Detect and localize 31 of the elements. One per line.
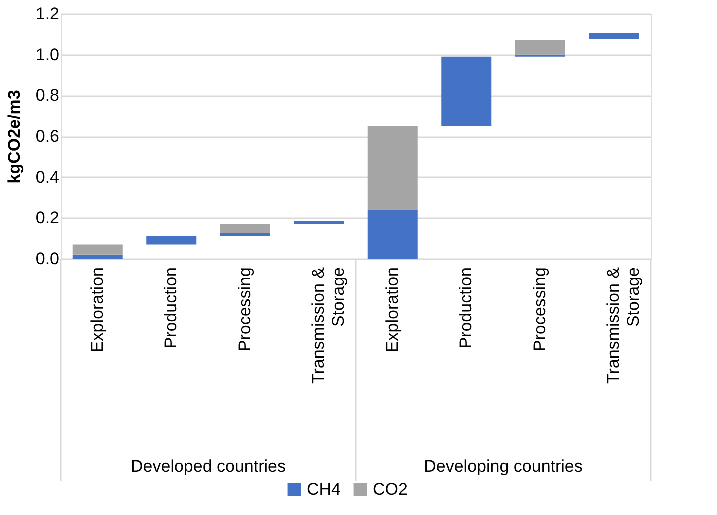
- y-tick-label: 0.0: [36, 250, 60, 268]
- y-tick-label: 1.2: [36, 4, 60, 24]
- bar: [72, 244, 123, 255]
- text: Developing countries: [424, 457, 583, 476]
- x-tick-label: Exploration: [382, 268, 402, 353]
- bar: [515, 40, 566, 55]
- bar: [442, 56, 492, 126]
- x-tick-label: Production: [162, 268, 181, 349]
- legend-label: CO2: [373, 480, 408, 499]
- x-tick-label: Processing: [530, 268, 550, 352]
- x-tick-label: Transmission & Storage: [309, 266, 348, 384]
- text: Developed countries: [131, 457, 286, 476]
- y-tick-label: 0.8: [36, 86, 60, 106]
- bar: [72, 254, 123, 259]
- bar: [220, 224, 270, 234]
- x-tick-label: Exploration: [88, 268, 107, 353]
- y-tick-label: 0.2: [36, 208, 60, 228]
- y-tick-label: 0.6: [36, 127, 60, 146]
- bar: [146, 236, 197, 245]
- bar: [589, 33, 640, 40]
- bar: [220, 233, 270, 237]
- x-tick-label: Transmission & Storage: [604, 266, 644, 384]
- bar: [368, 210, 418, 259]
- x-tick-label: Production: [456, 268, 476, 349]
- y-tick-label: 0.4: [36, 168, 60, 187]
- bar: [294, 221, 344, 224]
- y-tick-label: 1.0: [36, 45, 60, 64]
- x-tick-label: Processing: [235, 268, 254, 352]
- legend-label: CH4: [307, 480, 342, 499]
- bar: [368, 126, 418, 210]
- y-axis-title: kgCO2e/m3: [4, 90, 24, 184]
